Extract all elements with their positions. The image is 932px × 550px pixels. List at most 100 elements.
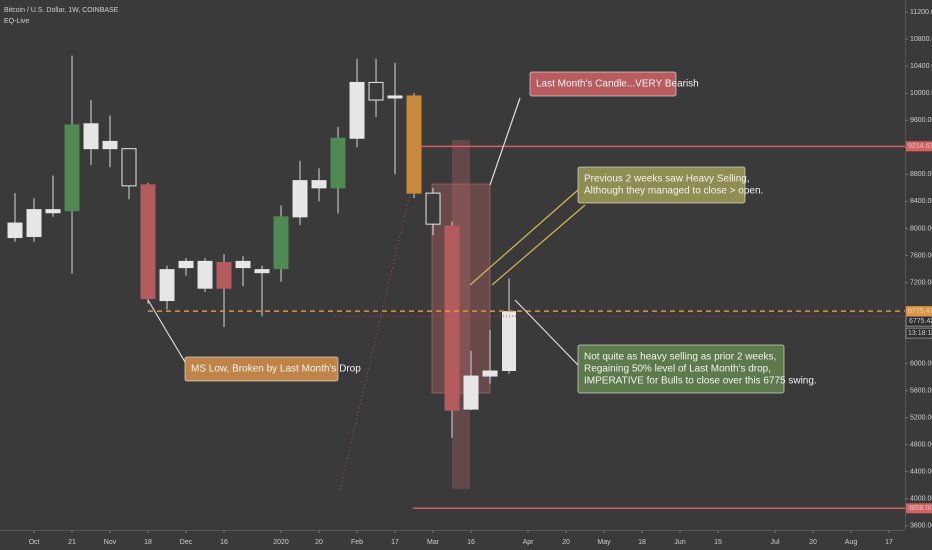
annotation-pointer <box>514 299 579 366</box>
candle-body <box>102 140 118 150</box>
x-tick-label: Nov <box>104 539 117 546</box>
candle-body <box>311 180 327 189</box>
x-tick-label: 18 <box>144 539 152 546</box>
annotation-text: MS Low, Broken by Last Month's Drop <box>191 364 361 375</box>
x-tick-label: 20 <box>562 539 570 546</box>
annotation-pointer <box>491 204 586 286</box>
y-tick-label: 8400.00 <box>910 198 932 205</box>
candle-body <box>197 260 213 289</box>
level-label: 3858.00 <box>908 505 932 512</box>
annotation-pointer <box>489 97 521 186</box>
x-tick-label: Oct <box>29 539 40 546</box>
chart-title: Bitcoin / U.S. Dollar, 1W, COINBASE <box>4 7 119 14</box>
trend-line <box>339 184 413 491</box>
y-tick-label: 10000.00 <box>910 90 932 97</box>
level-label: 6775.47 <box>908 308 932 315</box>
candle-body <box>64 124 80 212</box>
candle-body <box>368 81 384 101</box>
y-tick-label: 8000.00 <box>910 225 932 232</box>
x-tick-label: 16 <box>467 539 475 546</box>
x-tick-label: May <box>597 539 611 546</box>
y-tick-label: 11200.00 <box>910 9 932 16</box>
annotation-pointer <box>469 189 579 286</box>
x-tick-label: 20 <box>809 539 817 546</box>
annotation-text: Not quite as heavy selling as prior 2 we… <box>584 352 776 363</box>
level-tag <box>906 306 932 317</box>
annotation: Not quite as heavy selling as prior 2 we… <box>514 299 817 394</box>
candle-body <box>330 137 346 189</box>
annotation-text: Regaining 50% level of Last Month's drop… <box>584 364 771 375</box>
candle-body <box>406 95 422 194</box>
y-tick-label: 9600.00 <box>910 117 932 124</box>
clock-tag <box>905 327 932 339</box>
y-tick-label: 3600.00 <box>910 523 932 530</box>
x-tick-label: 20 <box>315 539 323 546</box>
y-tick-label: 4800.00 <box>910 441 932 448</box>
annotation-box <box>529 71 677 97</box>
x-tick-label: 17 <box>885 539 893 546</box>
level-tag <box>906 503 932 514</box>
candle-body <box>159 269 175 302</box>
candle-body <box>235 260 251 269</box>
chart-subtitle: EQ-Live <box>4 18 29 25</box>
candle-body <box>45 209 61 214</box>
candle-body <box>26 209 42 238</box>
level-label: 9214.67 <box>908 143 932 150</box>
price-label: 6775.42 <box>909 318 932 325</box>
candle-body <box>292 180 308 218</box>
annotation-text: IMPERATIVE for Bulls to close over this … <box>584 376 817 387</box>
y-tick-label: 7200.00 <box>910 279 932 286</box>
x-tick-label: 21 <box>68 539 76 546</box>
candle-body <box>140 184 156 300</box>
y-tick-label: 5200.00 <box>910 414 932 421</box>
annotation-box <box>184 356 339 382</box>
candle-body <box>254 269 270 274</box>
x-tick-label: Aug <box>845 539 858 546</box>
candle-body <box>7 222 23 239</box>
y-tick-label: 10800.00 <box>910 36 932 43</box>
annotation: Previous 2 weeks saw Heavy Selling,Altho… <box>469 166 763 286</box>
candle-body <box>83 123 99 150</box>
x-tick-label: 16 <box>220 539 228 546</box>
annotation-text: Last Month's Candle...VERY Bearish <box>536 79 699 90</box>
annotation-text: Previous 2 weeks saw Heavy Selling, <box>584 174 750 185</box>
candle-body <box>349 81 365 139</box>
y-tick-label: 5600.00 <box>910 387 932 394</box>
candle-body <box>425 192 441 225</box>
range-box <box>431 183 491 394</box>
y-tick-label: 6000.00 <box>910 360 932 367</box>
candle-body <box>463 375 479 410</box>
candle-body <box>502 311 517 371</box>
x-tick-label: Apr <box>523 539 535 546</box>
x-tick-label: 2020 <box>273 539 289 546</box>
annotation-box <box>577 344 785 394</box>
y-tick-label: 7600.00 <box>910 252 932 259</box>
x-tick-label: 17 <box>391 539 399 546</box>
y-tick-label: 10400.00 <box>910 63 932 70</box>
x-tick-label: Dec <box>180 539 193 546</box>
annotation: MS Low, Broken by Last Month's Drop <box>147 299 361 382</box>
clock-label: 13:18:12 <box>908 330 932 337</box>
annotation-pointer <box>147 299 186 363</box>
x-tick-label: 18 <box>638 539 646 546</box>
x-tick-label: Jun <box>674 539 685 546</box>
candle-body <box>482 370 498 377</box>
x-tick-label: Mar <box>427 539 440 546</box>
x-tick-label: 15 <box>714 539 722 546</box>
x-tick-label: Feb <box>351 539 363 546</box>
annotation-text: Although they managed to close > open. <box>584 186 763 197</box>
candle-body <box>387 95 403 99</box>
y-tick-label: 4000.00 <box>910 496 932 503</box>
y-tick-label: 8800.00 <box>910 171 932 178</box>
candle-body <box>178 260 194 269</box>
candle-body <box>273 216 289 270</box>
level-tag <box>906 141 932 152</box>
candle-body <box>121 148 137 187</box>
y-tick-label: 4400.00 <box>910 469 932 476</box>
price-tag <box>905 315 932 327</box>
candle-body <box>216 261 232 289</box>
annotation: Last Month's Candle...VERY Bearish <box>489 71 699 186</box>
annotation-box <box>577 166 746 204</box>
candle-body <box>444 225 460 411</box>
